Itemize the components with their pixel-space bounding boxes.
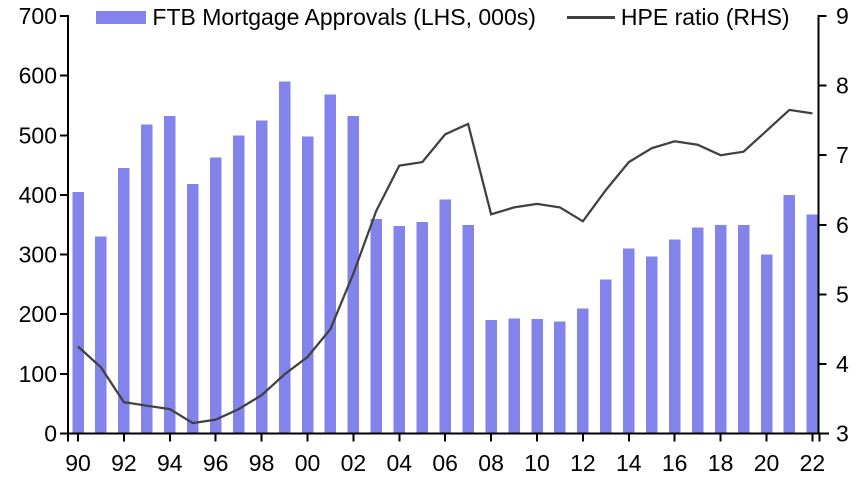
x-axis-label-10: 10: [524, 450, 550, 476]
right-axis-label-8: 8: [836, 73, 849, 99]
bar-2010: [531, 318, 543, 434]
left-axis-label-400: 400: [19, 182, 57, 208]
bar-2001: [324, 94, 337, 434]
x-axis-label-94: 94: [157, 450, 183, 476]
bar-2003: [370, 218, 383, 434]
bar-2013: [600, 279, 612, 434]
bar-1991: [95, 236, 107, 434]
bar-1990: [72, 191, 84, 434]
x-axis-label-20: 20: [754, 450, 780, 476]
x-axis-label-22: 22: [800, 450, 826, 476]
bar-1996: [209, 157, 222, 434]
right-axis-label-3: 3: [836, 421, 849, 447]
bar-2016: [668, 239, 681, 434]
left-axis-label-0: 0: [44, 421, 57, 447]
x-axis-label-02: 02: [341, 450, 367, 476]
x-axis-label-98: 98: [249, 450, 275, 476]
x-axis-label-08: 08: [478, 450, 504, 476]
x-axis-label-90: 90: [65, 450, 91, 476]
x-axis-label-92: 92: [111, 450, 137, 476]
bar-2020: [760, 254, 773, 434]
x-axis-label-06: 06: [432, 450, 458, 476]
x-axis-label-04: 04: [387, 450, 413, 476]
bar-2012: [577, 308, 589, 434]
bar-2019: [737, 224, 750, 434]
bar-2006: [439, 199, 451, 434]
legend-line-swatch-icon: [566, 15, 615, 19]
bar-1993: [141, 124, 153, 434]
bar-2011: [554, 321, 566, 434]
bar-1997: [232, 135, 245, 434]
x-axis-label-12: 12: [570, 450, 596, 476]
right-axis-label-5: 5: [836, 281, 849, 307]
right-axis-label-9: 9: [836, 3, 849, 29]
bar-2018: [714, 224, 727, 434]
bar-1999: [278, 81, 291, 434]
bar-2009: [508, 318, 520, 434]
legend-line-label: HPE ratio (RHS): [620, 4, 790, 30]
right-axis-label-7: 7: [836, 142, 849, 168]
legend-bars-label: FTB Mortgage Approvals (LHS, 000s): [152, 4, 536, 30]
bar-1994: [164, 116, 176, 434]
x-axis-label-18: 18: [708, 450, 734, 476]
bar-2017: [691, 227, 704, 434]
right-axis-label-4: 4: [836, 351, 849, 377]
left-axis-label-300: 300: [19, 242, 57, 268]
left-axis-label-700: 700: [19, 3, 57, 29]
x-axis-label-96: 96: [203, 450, 229, 476]
bar-2015: [646, 256, 658, 434]
bar-2022: [806, 214, 819, 434]
legend-bar-swatch-icon: [96, 10, 147, 24]
bar-1995: [187, 184, 199, 434]
hpe-line: [77, 108, 813, 425]
legend: FTB Mortgage Approvals (LHS, 000s) HPE r…: [68, 4, 818, 30]
bar-2014: [623, 248, 635, 434]
left-axis-label-200: 200: [19, 301, 57, 327]
right-axis-label-6: 6: [836, 212, 849, 238]
bar-2005: [416, 221, 428, 434]
bar-2000: [301, 136, 314, 434]
bar-2007: [462, 224, 474, 434]
left-axis-label-500: 500: [19, 122, 57, 148]
x-axis-label-14: 14: [616, 450, 642, 476]
bar-1992: [118, 168, 130, 434]
bar-1998: [255, 120, 268, 434]
left-axis-label-600: 600: [19, 63, 57, 89]
x-axis-label-00: 00: [295, 450, 321, 476]
bar-2004: [393, 225, 406, 434]
x-axis-label-16: 16: [662, 450, 688, 476]
bar-2008: [485, 320, 497, 434]
bar-2021: [783, 194, 796, 434]
left-axis-label-100: 100: [19, 361, 57, 387]
